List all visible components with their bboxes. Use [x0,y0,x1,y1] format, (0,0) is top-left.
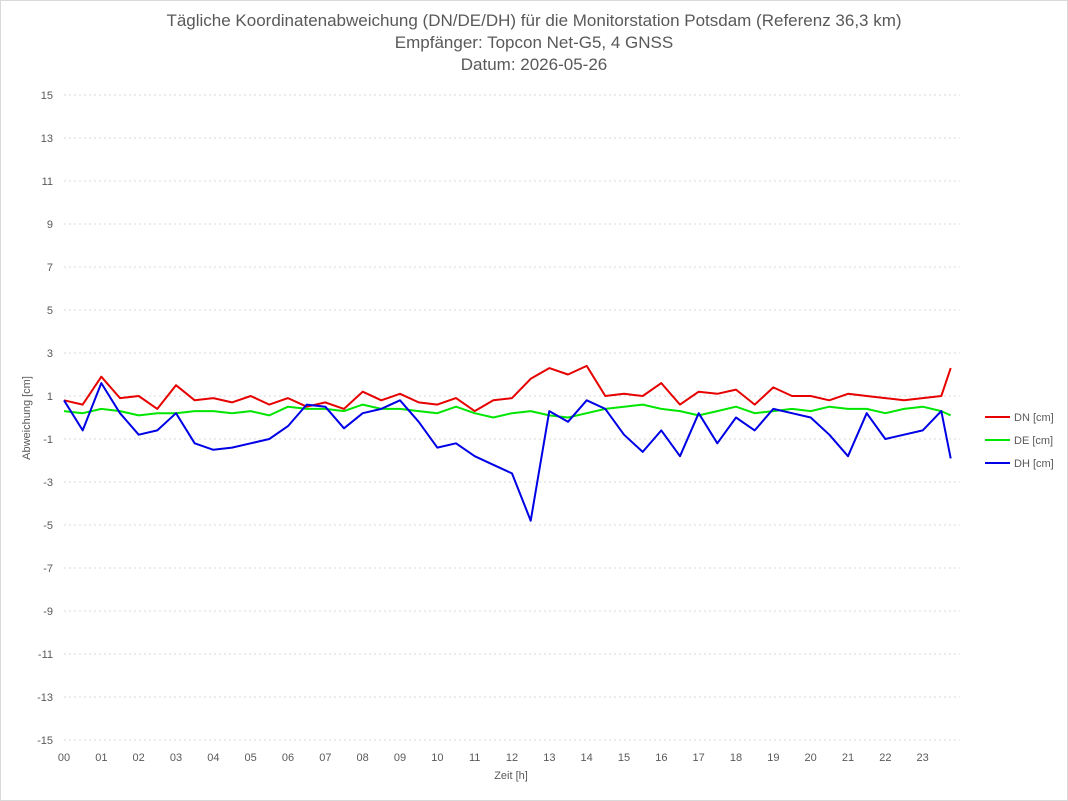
grid-lines [64,94,960,741]
x-tick-label: 11 [469,752,480,764]
y-tick-label: 11 [42,176,53,188]
chart-subtitle-date: Datum: 2026-05-26 [460,55,608,74]
x-tick-label: 10 [431,752,443,764]
y-tick-label: 7 [47,262,53,274]
x-tick-label: 00 [58,752,70,764]
x-tick-label: 21 [842,752,854,764]
legend-label: DN [cm] [1014,412,1054,424]
y-tick-label: -7 [43,563,53,575]
x-tick-label: 06 [282,752,294,764]
x-tick-label: 22 [879,752,891,764]
x-tick-label: 02 [133,752,145,764]
chart-titles: Tägliche Koordinatenabweichung (DN/DE/DH… [0,10,1068,76]
x-tick-label: 17 [693,752,705,764]
y-tick-label: -13 [37,692,53,704]
x-tick-label: 14 [581,752,593,764]
y-tick-label: 9 [47,219,53,231]
y-axis-ticks: 15 13 11 9 7 5 3 1 -1 -3 -5 -7 -9 -11 -13 -15 [37,90,53,747]
x-tick-label: 03 [170,752,182,764]
x-tick-label: 15 [618,752,630,764]
y-tick-label: 13 [41,133,53,145]
chart-title: Tägliche Koordinatenabweichung (DN/DE/DH… [166,11,902,30]
x-axis-ticks: 00 01 02 03 04 05 06 07 08 09 10 11 12 13 14 15 16 17 18 19… [58,752,929,764]
series-line-dh [63,382,952,522]
y-tick-label: 5 [47,305,53,317]
x-tick-label: 13 [543,752,555,764]
x-tick-label: 23 [917,752,929,764]
y-tick-label: -15 [37,735,53,747]
x-tick-label: 08 [357,752,369,764]
x-tick-label: 20 [805,752,817,764]
series-line-de [63,403,952,419]
legend-label: DH [cm] [1014,458,1054,470]
y-tick-label: 3 [47,348,53,360]
x-tick-label: 04 [207,752,219,764]
series-lines [63,364,952,522]
x-tick-label: 01 [95,752,107,764]
y-tick-label: -9 [43,606,53,618]
y-tick-label: 1 [47,391,53,403]
y-tick-label: -11 [38,649,53,661]
x-tick-label: 12 [506,752,518,764]
y-tick-label: 15 [41,90,53,102]
y-tick-label: -5 [43,520,53,532]
x-tick-label: 09 [394,752,406,764]
x-tick-label: 07 [319,752,331,764]
y-axis-label: Abweichung [cm] [21,376,33,460]
y-tick-label: -3 [43,477,53,489]
x-tick-label: 19 [767,752,779,764]
chart-subtitle-receiver: Empfänger: Topcon Net-G5, 4 GNSS [394,33,674,52]
x-tick-label: 05 [245,752,257,764]
legend-label: DE [cm] [1014,435,1053,447]
x-tick-label: 18 [730,752,742,764]
y-tick-label: -1 [43,434,53,446]
x-axis-label: Zeit [h] [494,770,528,782]
x-tick-label: 16 [655,752,667,764]
legend: DN [cm] DE [cm] DH [cm] [985,412,1054,470]
series-line-dn [63,364,952,413]
